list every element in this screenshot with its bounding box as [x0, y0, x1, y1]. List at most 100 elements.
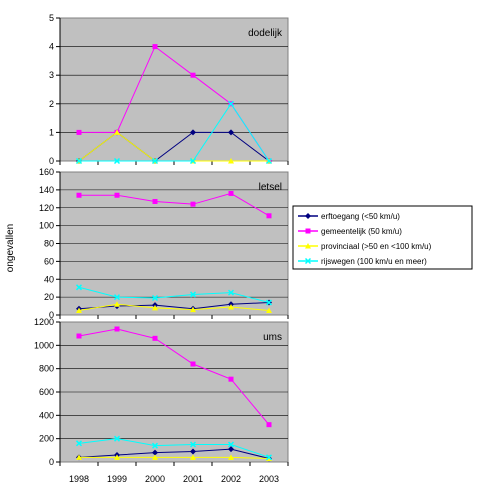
y-tick-label: 140 — [39, 185, 54, 195]
data-point — [76, 129, 82, 135]
data-point — [75, 284, 83, 291]
series-line — [79, 102, 270, 162]
data-point — [113, 157, 121, 165]
data-point — [228, 376, 234, 382]
x-tick-label: 1999 — [107, 474, 127, 484]
legend-marker — [304, 257, 312, 265]
x-tick-label: 2001 — [183, 474, 203, 484]
y-tick-label: 1200 — [34, 317, 54, 327]
data-point — [228, 303, 234, 310]
legend-entry: erftoegang (<50 km/u) — [298, 212, 400, 221]
legend-label: gemeentelijk (50 km/u) — [321, 227, 402, 236]
data-point — [265, 299, 273, 306]
legend-marker — [305, 213, 311, 219]
y-tick-label: 0 — [49, 457, 54, 467]
data-point — [114, 129, 120, 135]
data-point — [114, 454, 120, 460]
series-4 — [75, 435, 273, 461]
data-point — [189, 157, 197, 165]
data-point — [152, 198, 158, 204]
data-point — [265, 454, 273, 461]
data-point — [151, 442, 159, 449]
data-point — [76, 192, 82, 198]
data-point — [151, 294, 159, 302]
series-2 — [76, 190, 272, 219]
data-point — [190, 306, 196, 313]
series-line — [79, 192, 270, 217]
data-point — [152, 454, 158, 460]
y-tick-label: 160 — [39, 167, 54, 177]
data-point — [190, 129, 196, 136]
data-point — [190, 361, 196, 367]
x-tick-label: 2003 — [259, 474, 279, 484]
panel-dodelijk: 0 1 2 3 4 5 dodelijk — [49, 13, 289, 166]
y-tick-label: 0 — [49, 156, 54, 166]
panel-ums: 0 200 400 600 800 1000 1200 ums — [34, 317, 289, 467]
y-tick-label: 2 — [49, 99, 54, 109]
y-tick-label: 60 — [44, 256, 54, 266]
y-tick-label: 1 — [49, 127, 54, 137]
y-tick-label: 800 — [39, 364, 54, 374]
y-tick-label: 40 — [44, 274, 54, 284]
y-tick-label: 0 — [49, 310, 54, 320]
series-line — [78, 286, 270, 303]
data-point — [152, 335, 158, 341]
data-point — [228, 454, 234, 460]
series-4 — [75, 100, 273, 165]
legend-entry: gemeentelijk (50 km/u) — [298, 227, 402, 236]
data-point — [190, 201, 196, 207]
data-point — [266, 422, 272, 428]
data-point — [189, 291, 197, 298]
panel-title: letsel — [259, 182, 282, 193]
data-point — [151, 157, 159, 165]
x-tick-label: 1998 — [69, 474, 89, 484]
series-4 — [75, 284, 273, 306]
series-2 — [76, 326, 272, 428]
data-point — [190, 454, 196, 460]
data-point — [75, 157, 83, 165]
series-line — [78, 448, 270, 459]
y-tick-label: 120 — [39, 203, 54, 213]
data-point — [152, 44, 158, 50]
data-point — [189, 441, 197, 448]
y-tick-label: 20 — [44, 292, 54, 302]
data-point — [76, 333, 82, 339]
data-point — [190, 448, 196, 455]
y-tick-label: 600 — [39, 387, 54, 397]
data-point — [75, 440, 83, 447]
data-point — [227, 289, 235, 296]
data-point — [76, 307, 82, 314]
y-tick-label: 3 — [49, 70, 54, 80]
y-tick-label: 100 — [39, 221, 54, 231]
legend-marker — [305, 228, 311, 234]
data-point — [228, 190, 234, 196]
data-point — [114, 326, 120, 332]
legend: erftoegang (<50 km/u) gemeentelijk (50 km… — [292, 205, 473, 270]
legend-entry: provinciaal (>50 en <100 km/u) — [298, 242, 432, 251]
data-point — [228, 158, 234, 164]
data-point — [76, 454, 82, 460]
data-point — [266, 213, 272, 219]
x-tick-label: 2002 — [221, 474, 241, 484]
series-line — [78, 328, 270, 425]
legend-entry: rijswegen (100 km/u en meer) — [298, 257, 427, 266]
data-point — [227, 100, 235, 107]
series-line — [79, 456, 270, 459]
data-point — [227, 441, 235, 448]
data-point — [265, 157, 273, 165]
data-point — [113, 435, 121, 442]
data-point — [266, 307, 272, 314]
data-point — [228, 446, 234, 453]
y-axis-label: ongevallen — [5, 224, 16, 272]
y-tick-label: 1000 — [34, 340, 54, 350]
panel-title: dodelijk — [248, 28, 283, 39]
series-line — [78, 301, 270, 310]
y-tick-label: 400 — [39, 410, 54, 420]
data-point — [114, 192, 120, 198]
legend-marker — [305, 243, 311, 249]
data-point — [152, 304, 158, 311]
y-tick-label: 80 — [44, 239, 54, 249]
series-line — [78, 303, 270, 312]
legend-box — [292, 205, 473, 270]
